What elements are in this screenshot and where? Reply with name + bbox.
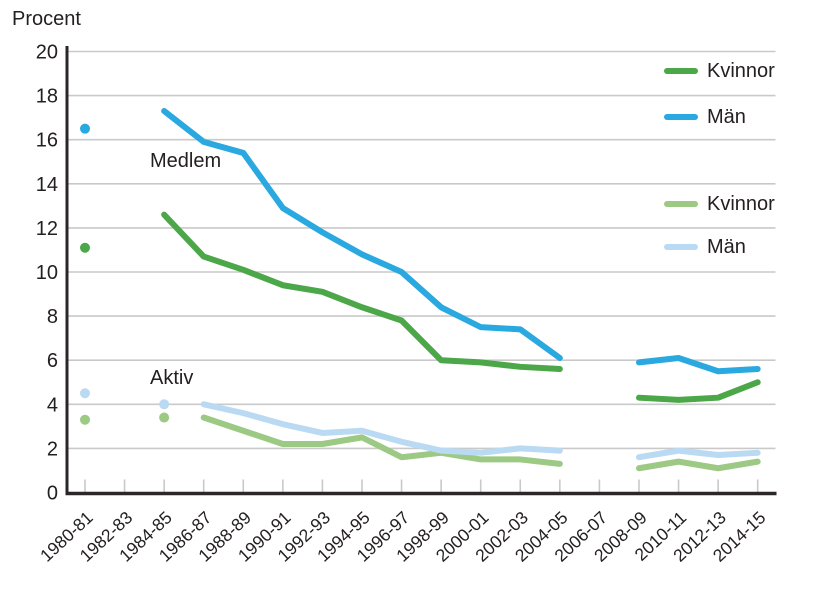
svg-text:12: 12: [36, 218, 58, 240]
dot-aktiv-kvinnor: [80, 414, 90, 425]
legend-label: Kvinnor: [707, 59, 775, 82]
svg-text:4: 4: [47, 394, 58, 416]
dot-medlem-man: [80, 123, 90, 134]
legend-item-aktiv-man: Män: [664, 235, 746, 259]
x-tick-marks: [84, 479, 759, 493]
axes: [65, 46, 777, 496]
svg-text:16: 16: [36, 130, 58, 152]
line-medlem-kvinnor: [635, 379, 761, 403]
dot-aktiv-man: [80, 388, 90, 399]
legend-swatch-medlem-man: [664, 114, 698, 120]
svg-text:14: 14: [36, 174, 58, 196]
legend-item-medlem-man: Män: [664, 105, 746, 129]
line-medlem-kvinnor: [161, 211, 563, 373]
dot-medlem-kvinnor: [80, 242, 90, 253]
legend-item-aktiv-kvinnor: Kvinnor: [664, 192, 775, 216]
x-axis-labels: 1980-811982-831984-851986-871988-891990-…: [36, 507, 769, 565]
legend-label: Män: [707, 105, 746, 128]
legend-swatch-aktiv-man: [664, 244, 698, 250]
line-aktiv-man: [635, 447, 761, 461]
y-axis-labels: 0 2 4 6 8 10 12 14 16 18 20: [36, 42, 58, 505]
series-aktiv-man: [80, 388, 761, 461]
annotation-aktiv: Aktiv: [150, 367, 194, 389]
svg-text:0: 0: [47, 483, 58, 505]
svg-text:18: 18: [36, 86, 58, 108]
dot-aktiv-man: [159, 399, 170, 410]
series-medlem-man: [80, 108, 761, 375]
series-aktiv-kvinnor: [80, 412, 761, 472]
legend-label: Kvinnor: [707, 192, 775, 215]
gridlines: [67, 50, 776, 450]
svg-text:2: 2: [47, 438, 58, 460]
series-medlem-kvinnor: [80, 211, 761, 403]
legend-item-medlem-kvinnor: Kvinnor: [664, 59, 775, 83]
y-axis-unit-label: Procent: [12, 8, 81, 30]
legend-swatch-aktiv-kvinnor: [664, 201, 698, 207]
line-aktiv-kvinnor: [635, 458, 761, 472]
line-aktiv-man: [200, 401, 563, 456]
legend-label: Män: [707, 235, 746, 258]
svg-text:10: 10: [36, 262, 58, 284]
annotation-medlem: Medlem: [150, 150, 222, 172]
svg-text:20: 20: [36, 42, 58, 64]
dot-aktiv-kvinnor: [159, 412, 170, 423]
legend-swatch-medlem-kvinnor: [664, 68, 698, 74]
svg-text:8: 8: [47, 306, 58, 328]
svg-text:6: 6: [47, 350, 58, 372]
line-medlem-man: [161, 108, 563, 361]
line-medlem-man: [635, 354, 761, 375]
line-aktiv-kvinnor: [200, 414, 563, 467]
